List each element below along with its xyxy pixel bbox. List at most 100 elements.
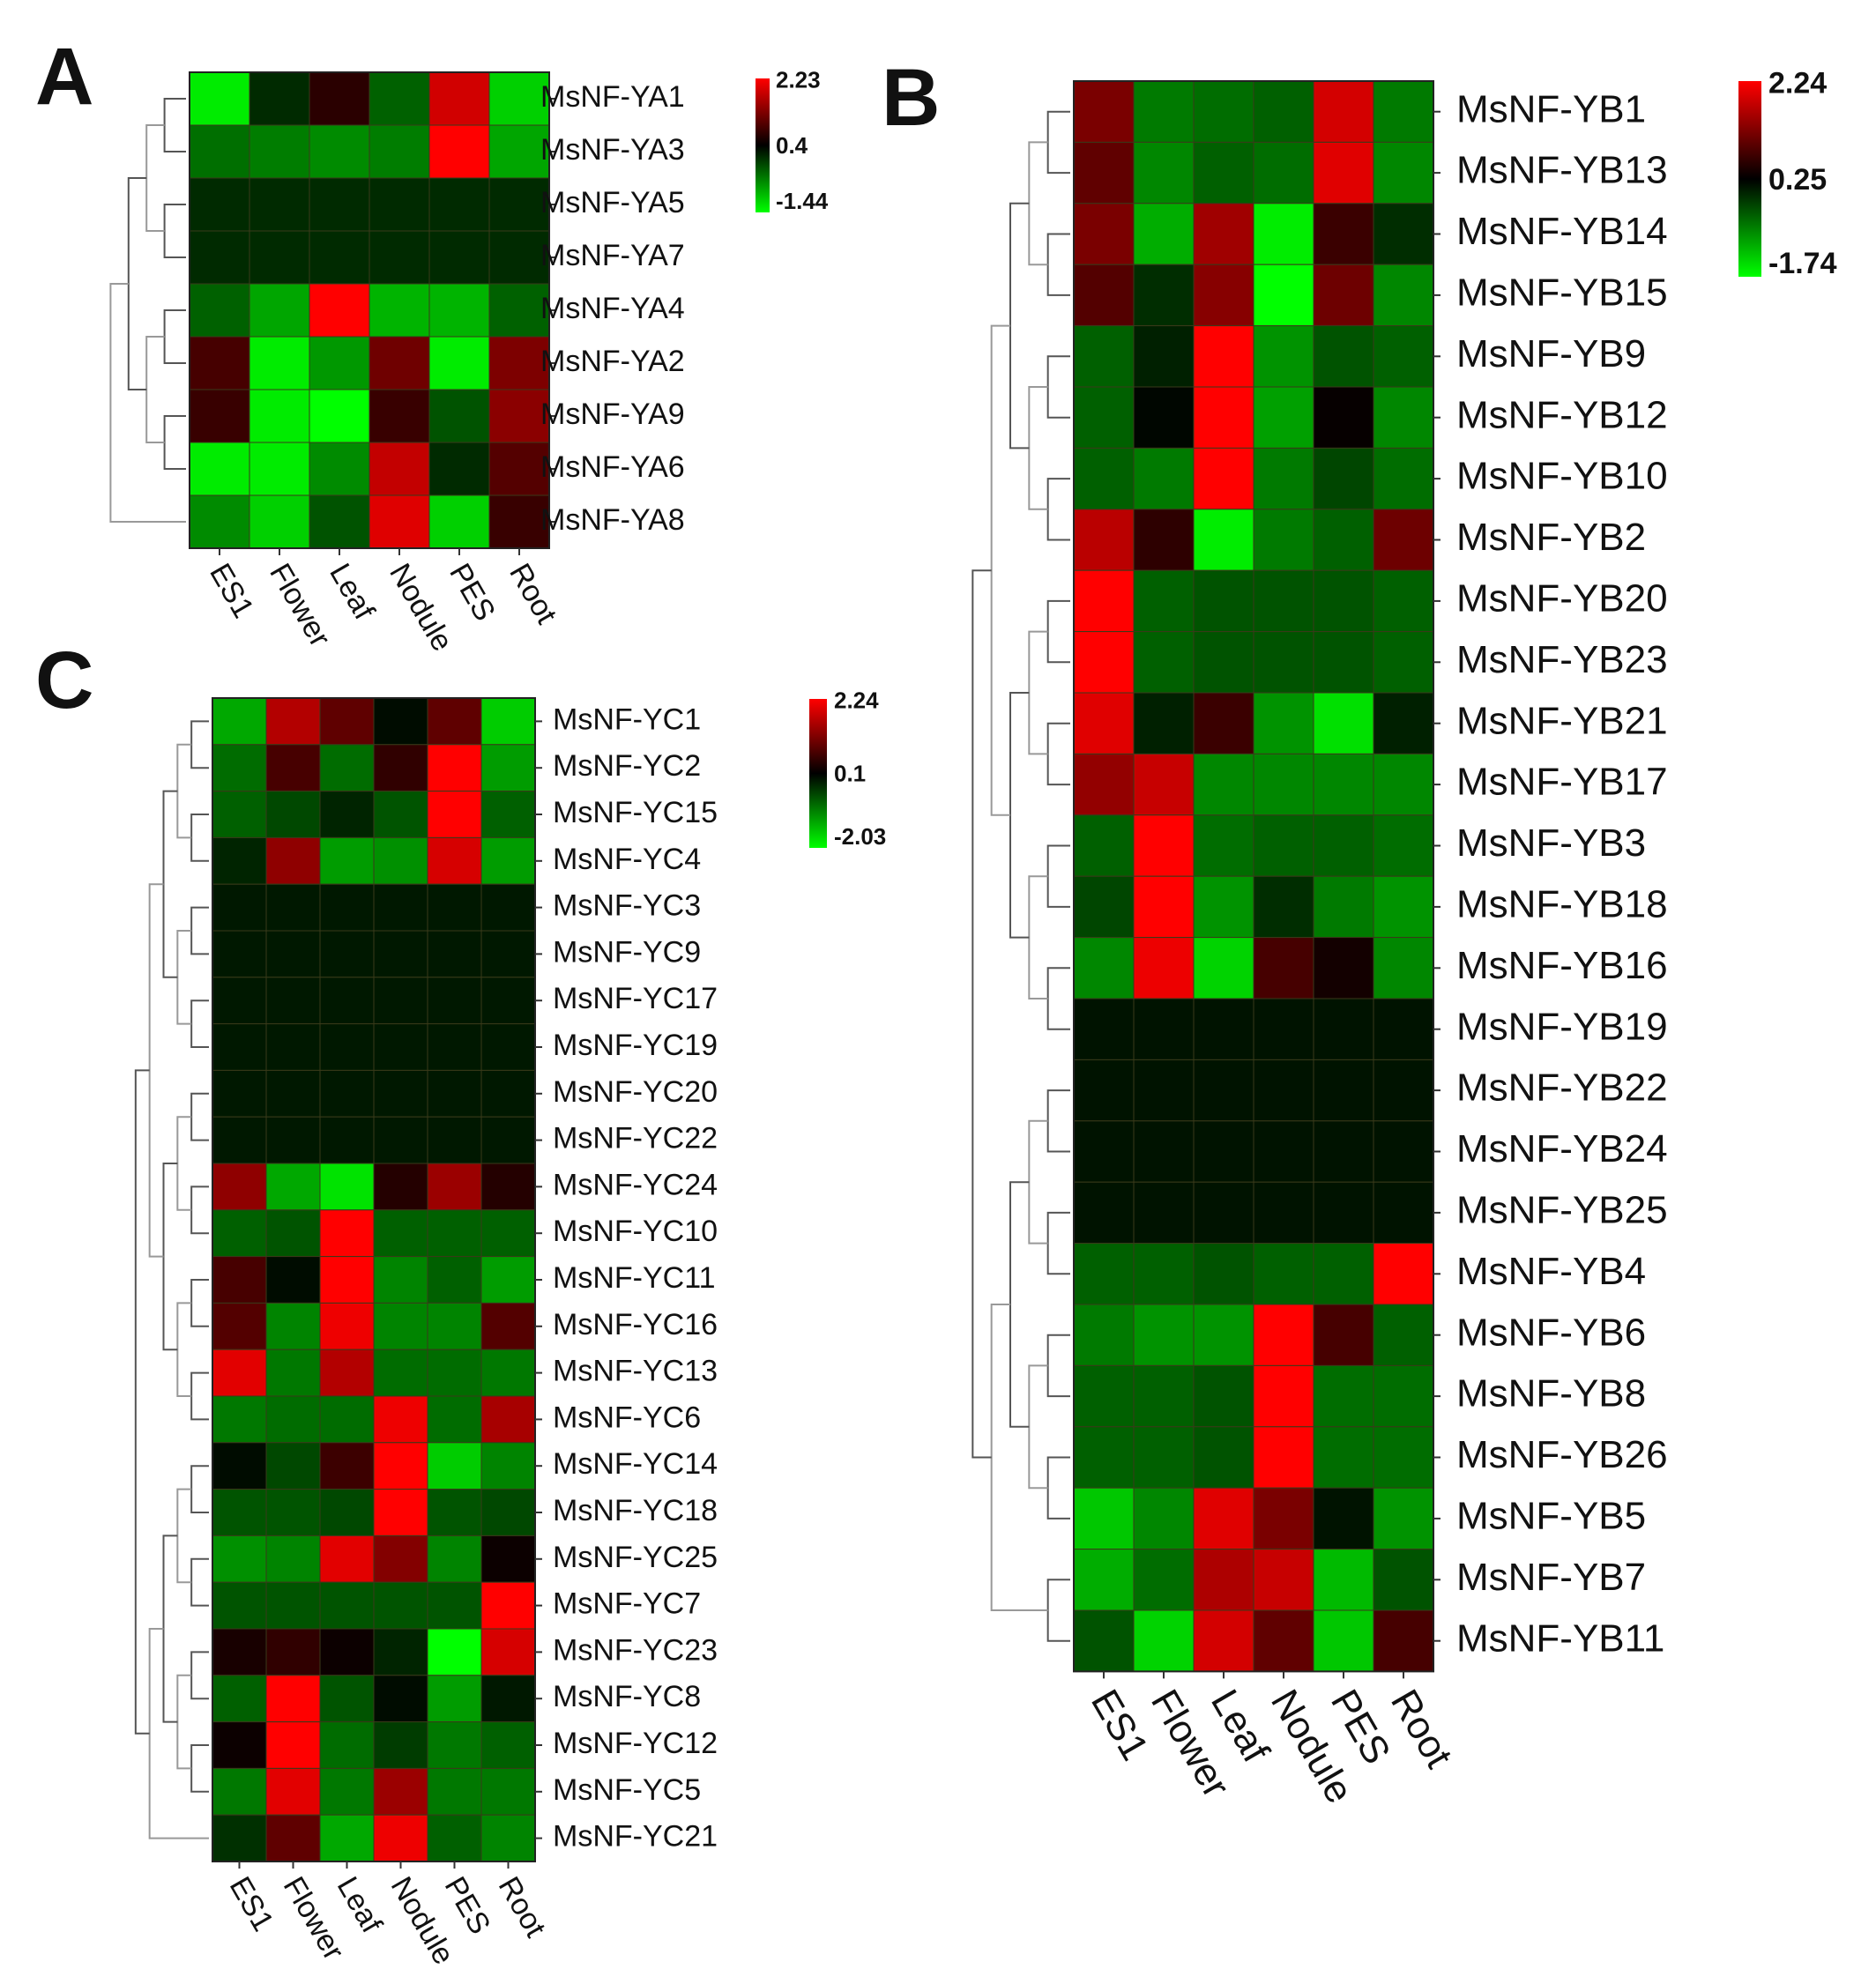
- heatmap-cell: [1073, 1243, 1135, 1305]
- heatmap-cell: [249, 389, 310, 443]
- column-label: ES1: [223, 1871, 280, 1937]
- dendrogram-branch: [1028, 1364, 1048, 1490]
- heatmap-cell: [1253, 386, 1314, 449]
- panel-b-letter: B: [882, 53, 940, 143]
- heatmap-cell: [1373, 203, 1434, 265]
- heatmap-cell: [319, 836, 375, 885]
- heatmap-cell: [265, 1069, 321, 1118]
- heatmap-cell: [189, 442, 250, 496]
- heatmap-cell: [1373, 1364, 1434, 1428]
- heatmap-cell: [319, 883, 375, 932]
- heatmap-cell: [1073, 509, 1135, 571]
- heatmap-cell: [368, 442, 430, 496]
- panel-c-color-scale-bar: [809, 699, 827, 848]
- heatmap-cell: [1133, 386, 1195, 449]
- dendrogram-branch: [190, 1651, 209, 1700]
- heatmap-cell: [1373, 814, 1434, 877]
- heatmap-cell: [1073, 814, 1135, 877]
- row-label: MsNF-YC3: [553, 889, 701, 923]
- heatmap-cell: [265, 791, 321, 838]
- heatmap-cell: [1193, 814, 1254, 877]
- heatmap-cell: [480, 1116, 536, 1164]
- heatmap-cell: [265, 836, 321, 885]
- heatmap-cell: [1313, 998, 1374, 1060]
- heatmap-cell: [309, 283, 370, 338]
- heatmap-cell: [249, 283, 310, 338]
- row-label: MsNF-YB2: [1456, 516, 1646, 559]
- heatmap-cell: [1193, 1059, 1254, 1122]
- row-label: MsNF-YC10: [553, 1215, 718, 1248]
- heatmap-cell: [265, 1256, 321, 1304]
- heatmap-cell: [427, 1302, 482, 1350]
- heatmap-cell: [1253, 692, 1314, 754]
- heatmap-cell: [427, 1628, 482, 1676]
- row-label: MsNF-YC19: [553, 1029, 718, 1062]
- heatmap-cell: [488, 177, 550, 232]
- heatmap-cell: [427, 1814, 482, 1862]
- heatmap-cell: [319, 1163, 375, 1211]
- row-label: MsNF-YC11: [553, 1261, 716, 1295]
- heatmap-cell: [1133, 325, 1195, 388]
- heatmap-cell: [1373, 1609, 1434, 1672]
- dendrogram-branch: [190, 906, 209, 955]
- dendrogram-branch: [190, 720, 209, 769]
- row-label: MsNF-YC14: [553, 1447, 718, 1481]
- heatmap-cell: [265, 1349, 321, 1397]
- heatmap-cell: [319, 1442, 375, 1490]
- row-label: MsNF-YC1: [553, 702, 701, 736]
- heatmap-cell: [480, 697, 536, 746]
- heatmap-cell: [1073, 1059, 1135, 1122]
- dendrogram-branch: [190, 814, 209, 862]
- row-label: MsNF-YB17: [1456, 761, 1668, 804]
- dendrogram-branch: [148, 1628, 209, 1839]
- heatmap-cell: [319, 1628, 375, 1676]
- heatmap-cell: [1253, 1243, 1314, 1305]
- heatmap-cell: [1373, 447, 1434, 510]
- row-label: MsNF-YC5: [553, 1773, 701, 1807]
- heatmap-cell: [373, 791, 428, 838]
- heatmap-cell: [1253, 1609, 1314, 1672]
- heatmap-cell: [1313, 264, 1374, 327]
- heatmap-cell: [368, 177, 430, 232]
- heatmap-cell: [1133, 1609, 1195, 1672]
- heatmap-cell: [427, 744, 482, 792]
- heatmap-cell: [1133, 1364, 1195, 1428]
- heatmap-cell: [212, 883, 267, 932]
- heatmap-cell: [1253, 569, 1314, 633]
- row-label: MsNF-YB9: [1456, 332, 1646, 375]
- heatmap-cell: [319, 1256, 375, 1304]
- heatmap-cell: [373, 1349, 428, 1397]
- heatmap-cell: [1253, 1549, 1314, 1611]
- heatmap-cell: [427, 1721, 482, 1769]
- heatmap-cell: [368, 336, 430, 390]
- heatmap-cell: [1133, 1243, 1195, 1305]
- heatmap-cell: [1253, 1181, 1314, 1245]
- dendrogram-branch: [109, 283, 186, 523]
- heatmap-cell: [1253, 753, 1314, 816]
- heatmap-cell: [189, 71, 250, 126]
- heatmap-cell: [1313, 1609, 1374, 1672]
- heatmap-cell: [373, 744, 428, 792]
- heatmap-cell: [319, 1581, 375, 1630]
- dendrogram-branch: [176, 930, 192, 1025]
- heatmap-cell: [1373, 753, 1434, 816]
- heatmap-cell: [427, 1581, 482, 1630]
- heatmap-cell: [1193, 1549, 1254, 1611]
- heatmap-cell: [212, 1534, 267, 1583]
- panel-c: C MsNF-YC1MsNF-YC2MsNF-YC15MsNF-YC4MsNF-…: [35, 635, 886, 1970]
- heatmap-cell: [1073, 447, 1135, 510]
- heatmap-cell: [212, 1395, 267, 1444]
- row-label: MsNF-YB15: [1456, 271, 1668, 315]
- heatmap-cell: [480, 1628, 536, 1676]
- heatmap-cell: [319, 930, 375, 978]
- heatmap-cell: [427, 1534, 482, 1583]
- heatmap-cell: [249, 124, 310, 179]
- heatmap-cell: [265, 1302, 321, 1350]
- heatmap-cell: [265, 1442, 321, 1490]
- dendrogram-branch: [190, 1371, 209, 1421]
- heatmap-cell: [1253, 264, 1314, 327]
- heatmap-cell: [1133, 1181, 1195, 1245]
- row-label: MsNF-YB12: [1456, 393, 1668, 436]
- heatmap-cell: [1133, 692, 1195, 754]
- panel-c-dendrogram: [134, 720, 209, 1839]
